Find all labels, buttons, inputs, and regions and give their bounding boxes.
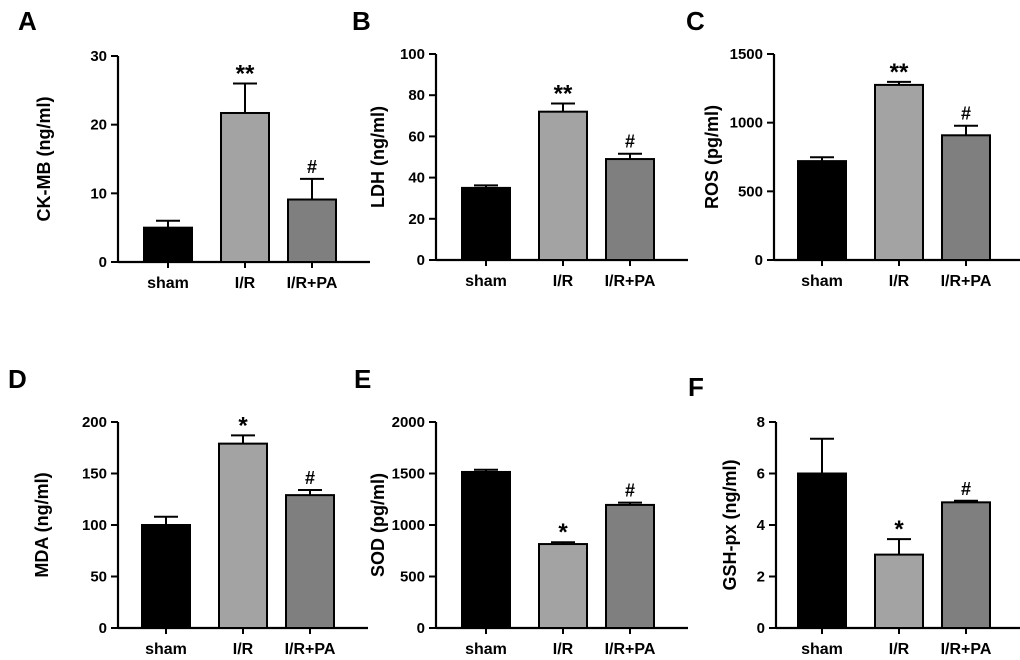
y-axis-label: SOD (pg/ml) — [368, 473, 388, 577]
significance-marker: ** — [236, 60, 255, 87]
y-tick-label: 10 — [90, 185, 107, 202]
panel-letter: A — [18, 6, 37, 36]
y-tick-label: 30 — [90, 48, 107, 65]
y-tick-label: 40 — [408, 170, 425, 187]
bar-i-r — [220, 111, 270, 263]
y-tick-label: 100 — [400, 46, 425, 63]
bar-i-r — [538, 543, 588, 629]
x-tick-label: sham — [801, 641, 843, 658]
panel-letter: F — [688, 372, 704, 402]
x-tick-label: sham — [145, 641, 187, 658]
chart-panel-e: E 0 500 1000 1500 2000 SOD (pg/ml) sham I/R * I/R+… — [354, 364, 688, 658]
y-tick-label: 200 — [82, 414, 107, 431]
significance-marker: # — [307, 157, 317, 177]
panel-letter: D — [8, 364, 27, 394]
bar-sham — [461, 186, 511, 261]
y-tick-label: 80 — [408, 87, 425, 104]
y-tick-label: 1000 — [392, 517, 425, 534]
x-tick-label: sham — [147, 275, 189, 292]
x-tick-label: I/R — [889, 273, 910, 290]
y-axis-label: ROS (pg/ml) — [702, 105, 722, 209]
y-tick-label: 1500 — [730, 46, 763, 63]
y-tick-label: 6 — [757, 466, 765, 483]
x-tick-label: I/R — [235, 275, 256, 292]
y-tick-label: 500 — [400, 569, 425, 586]
y-tick-label: 0 — [755, 252, 763, 269]
x-tick-label: sham — [801, 273, 843, 290]
x-tick-label: I/R — [553, 273, 574, 290]
y-tick-label: 60 — [408, 128, 425, 145]
y-tick-label: 2 — [757, 569, 765, 586]
significance-marker: # — [305, 468, 315, 488]
significance-marker: * — [238, 412, 248, 439]
significance-marker: # — [625, 132, 635, 152]
y-tick-label: 150 — [82, 466, 107, 483]
panel-letter: C — [686, 6, 705, 36]
bar-i-r — [218, 442, 268, 629]
y-tick-label: 20 — [90, 117, 107, 134]
y-tick-label: 4 — [757, 517, 766, 534]
x-tick-label: I/R — [233, 641, 254, 658]
y-tick-label: 50 — [90, 569, 107, 586]
x-tick-label: I/R+PA — [941, 273, 992, 290]
bar-i-r — [874, 83, 924, 262]
y-tick-label: 8 — [757, 414, 765, 431]
panel-letter: B — [352, 6, 371, 36]
bar-i-r-pa — [287, 198, 337, 264]
significance-marker: # — [961, 104, 971, 124]
x-tick-label: I/R — [553, 641, 574, 658]
panel-letter: E — [354, 364, 371, 394]
y-tick-label: 20 — [408, 211, 425, 228]
significance-marker: * — [894, 516, 904, 543]
x-tick-label: I/R+PA — [941, 641, 992, 658]
bar-i-r-pa — [605, 503, 655, 630]
x-tick-label: I/R+PA — [287, 275, 338, 292]
x-tick-label: sham — [465, 273, 507, 290]
bar-i-r-pa — [285, 494, 335, 629]
chart-panel-a: A 0 10 20 30 CK-MB (ng/ml) sham I/R ** I/R+PA # — [18, 6, 370, 292]
bar-sham — [797, 472, 847, 629]
chart-panel-c: C 0 500 1000 1500 ROS (pg/ml) sham I/R ** I/R+PA # — [686, 6, 1020, 290]
y-tick-label: 500 — [738, 183, 763, 200]
y-tick-label: 0 — [417, 620, 425, 637]
bar-sham — [461, 470, 511, 629]
bar-i-r — [874, 553, 924, 629]
y-tick-label: 0 — [99, 620, 107, 637]
x-tick-label: sham — [465, 641, 507, 658]
y-axis-label: CK-MB (ng/ml) — [34, 97, 54, 222]
x-tick-label: I/R — [889, 641, 910, 658]
y-tick-label: 1500 — [392, 466, 425, 483]
chart-panel-f: F 0 2 4 6 8 GSH-px (ng/ml) sham I/R * I/R+PA # — [688, 372, 1020, 658]
chart-panel-d: D 0 50 100 150 200 MDA (ng/ml) sham I/R * I/R+PA # — [8, 364, 368, 658]
significance-marker: # — [625, 481, 635, 501]
x-tick-label: I/R+PA — [605, 641, 656, 658]
y-axis-label: LDH (ng/ml) — [368, 106, 388, 208]
significance-marker: # — [961, 479, 971, 499]
y-tick-label: 0 — [99, 254, 107, 271]
y-tick-label: 0 — [757, 620, 765, 637]
y-axis-label: GSH-px (ng/ml) — [720, 460, 740, 591]
significance-marker: ** — [890, 59, 909, 86]
x-tick-label: I/R+PA — [285, 641, 336, 658]
bar-sham — [141, 524, 191, 629]
bar-i-r-pa — [941, 501, 991, 629]
bar-sham — [797, 160, 847, 261]
chart-panel-b: B 0 20 40 60 80 100 LDH (ng/ml) sham I/R ** I/R+PA # — [352, 6, 688, 290]
y-tick-label: 100 — [82, 517, 107, 534]
significance-marker: ** — [554, 80, 573, 107]
bar-sham — [143, 226, 193, 264]
bar-i-r-pa — [941, 134, 991, 261]
y-tick-label: 0 — [417, 252, 425, 269]
bar-i-r-pa — [605, 158, 655, 261]
y-tick-label: 1000 — [730, 115, 763, 132]
y-axis-label: MDA (ng/ml) — [32, 472, 52, 577]
y-tick-label: 2000 — [392, 414, 425, 431]
bar-i-r — [538, 110, 588, 262]
x-tick-label: I/R+PA — [605, 273, 656, 290]
significance-marker: * — [558, 519, 568, 546]
